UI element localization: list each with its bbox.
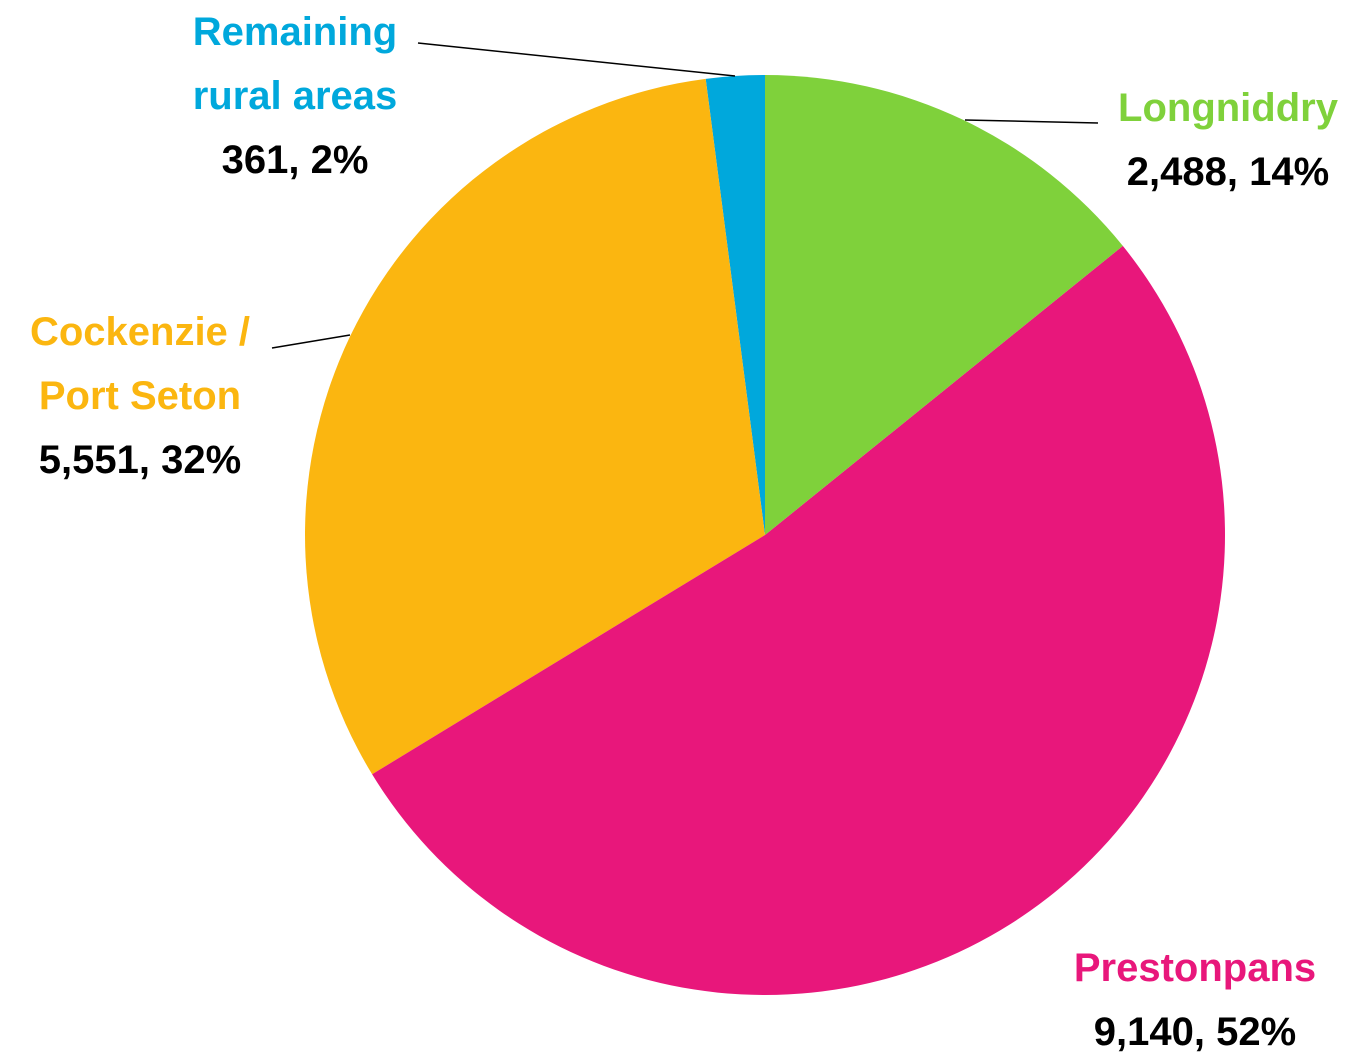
pie-slice bbox=[705, 75, 765, 535]
category-label: Prestonpans bbox=[1073, 946, 1317, 990]
category-label: Cockenzie / Port Seton bbox=[29, 310, 251, 418]
value-label: 361, 2% bbox=[221, 138, 369, 182]
value-label: 5,551, 32% bbox=[38, 438, 242, 482]
category-label: Longniddry bbox=[1118, 86, 1338, 130]
value-label: 2,488, 14% bbox=[1126, 150, 1330, 194]
pie-slice bbox=[372, 245, 1226, 996]
leader-line bbox=[417, 42, 736, 77]
pie-slice bbox=[305, 78, 765, 775]
data-label: Remaining rural areas 361, 2% bbox=[150, 0, 440, 192]
leader-line bbox=[271, 334, 351, 349]
pie-slice bbox=[765, 75, 1123, 535]
data-label: Prestonpans 9,140, 52% bbox=[1040, 936, 1350, 1064]
leader-line bbox=[964, 119, 1099, 124]
category-label: Remaining rural areas bbox=[192, 10, 398, 118]
data-label: Longniddry 2,488, 14% bbox=[1088, 76, 1360, 204]
value-label: 9,140, 52% bbox=[1093, 1010, 1297, 1054]
data-label: Cockenzie / Port Seton 5,551, 32% bbox=[0, 300, 280, 492]
